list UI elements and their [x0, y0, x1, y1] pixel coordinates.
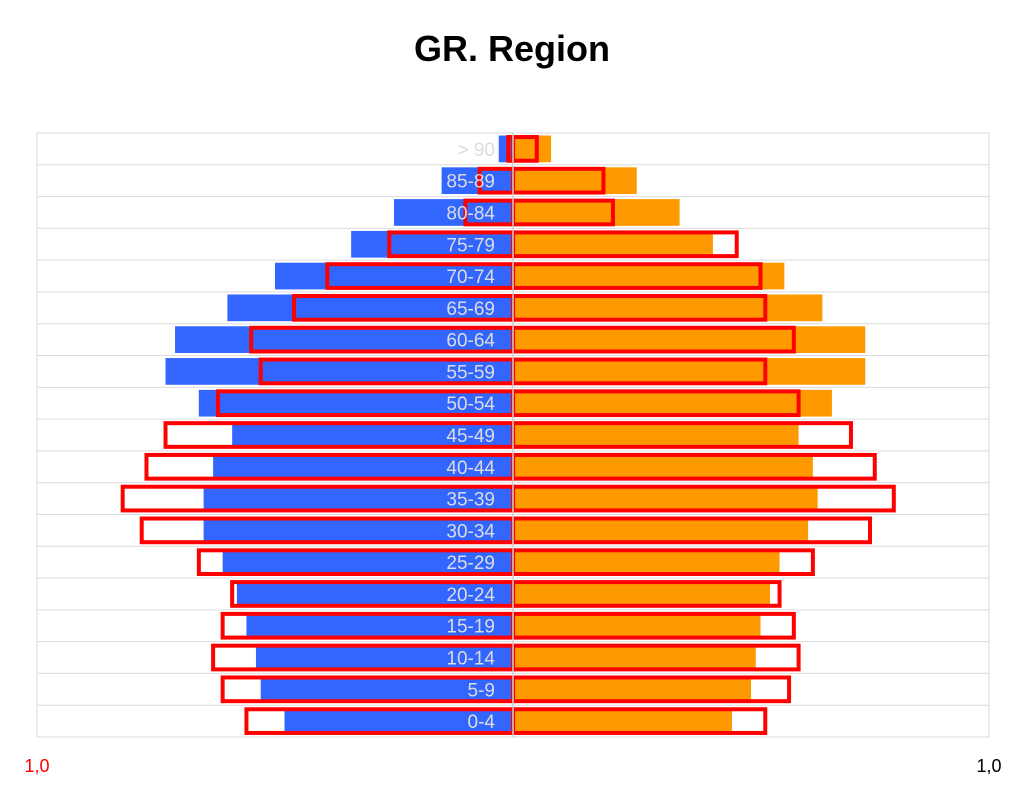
left-bar	[165, 358, 513, 385]
right-bar	[513, 358, 866, 385]
right-bar	[513, 485, 818, 512]
category-label: 70-74	[446, 267, 495, 288]
right-bar	[513, 707, 732, 735]
left-bar	[232, 421, 513, 449]
chart-title: GR. Region	[414, 28, 610, 69]
category-label: 55-59	[446, 362, 495, 383]
category-label: > 90	[457, 140, 495, 161]
category-label: 50-54	[446, 394, 495, 415]
right-bar	[513, 548, 780, 576]
x-tick-labels: 1,0 1,0	[24, 756, 1001, 776]
category-label: 60-64	[446, 331, 495, 352]
left-bar	[260, 675, 513, 703]
right-bar	[513, 421, 799, 449]
left-bar	[203, 485, 513, 512]
left-bar	[441, 167, 513, 195]
right-bar	[513, 167, 637, 195]
right-bar	[513, 517, 809, 544]
left-bar	[236, 580, 514, 608]
x-tick-right: 1,0	[976, 756, 1001, 776]
category-label: 20-24	[446, 585, 495, 606]
x-tick-left: 1,0	[24, 756, 49, 776]
right-bar	[513, 580, 771, 608]
left-bar	[213, 453, 513, 481]
right-bar	[513, 230, 713, 258]
category-label: 15-19	[446, 617, 495, 638]
category-label: 10-14	[446, 649, 495, 670]
right-bar	[513, 294, 823, 322]
left-bar	[351, 230, 513, 258]
left-bar	[246, 612, 513, 640]
category-label: 25-29	[446, 553, 495, 574]
category-label: 5-9	[468, 680, 495, 701]
category-label: 80-84	[446, 203, 495, 224]
category-label: 45-49	[446, 426, 495, 447]
left-bars	[165, 135, 514, 735]
right-bar	[513, 389, 832, 417]
right-bar	[513, 262, 785, 290]
left-bar	[222, 548, 513, 576]
category-label: 65-69	[446, 299, 495, 320]
right-bar	[513, 453, 813, 481]
right-bar	[513, 135, 552, 163]
left-bar	[203, 517, 513, 544]
left-bar	[275, 262, 513, 290]
left-bar	[175, 326, 514, 353]
right-bars	[513, 135, 866, 735]
category-labels: > 90 85-89 80-84 75-79 70-74 65-69 60-64 55-59 5…	[446, 140, 495, 733]
left-bar	[498, 135, 513, 163]
left-bar	[284, 707, 513, 735]
right-bar	[513, 612, 761, 640]
category-label: 85-89	[446, 172, 495, 193]
left-bar	[227, 294, 513, 322]
category-label: 0-4	[468, 712, 496, 733]
right-bar	[513, 644, 756, 671]
left-bar	[198, 389, 513, 417]
left-bar	[394, 199, 513, 226]
right-bar	[513, 675, 751, 703]
category-label: 35-39	[446, 490, 495, 511]
category-label: 40-44	[446, 458, 495, 479]
right-bar	[513, 199, 680, 226]
category-label: 75-79	[446, 235, 495, 256]
right-bar	[513, 326, 866, 353]
left-bar	[255, 644, 513, 671]
category-label: 30-34	[446, 521, 495, 542]
